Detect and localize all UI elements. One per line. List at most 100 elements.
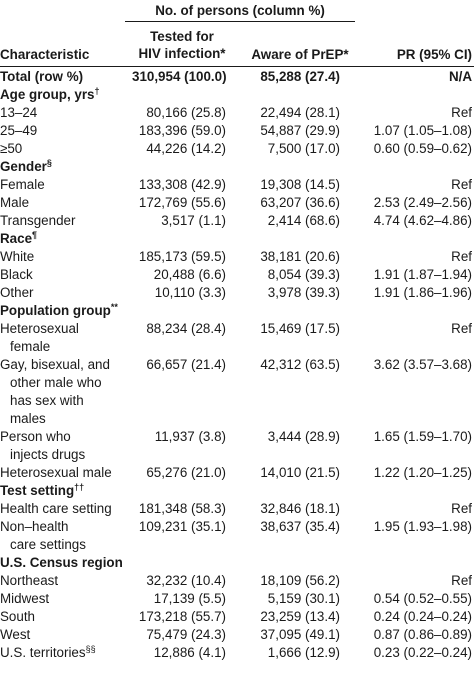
footnote-mark: ¶ (32, 230, 38, 240)
pr-value: Ref (451, 321, 472, 336)
section-heading-label: Age group, yrs† (0, 86, 100, 104)
tested-value: 20,488 (6.6) (153, 267, 226, 282)
tested-value: 32,232 (10.4) (146, 573, 226, 588)
pr-value: 4.74 (4.62–4.86) (373, 213, 472, 228)
section-heading-label: Population group** (0, 302, 118, 320)
table-row-label: Gay, bisexual, and other male who has sex … (0, 356, 110, 428)
total-row: Total (row %) 310,954 (100.0) 85,288 (27.4… (0, 68, 474, 86)
table-row-label-line: Heterosexual male (0, 465, 112, 480)
footnote-mark: † (94, 86, 100, 96)
pr-value: 0.54 (0.52–0.55) (373, 591, 472, 606)
table-row-label-line: Gay, bisexual, and (0, 357, 110, 372)
tested-value: 65,276 (21.0) (146, 465, 226, 480)
pr-value: N/A (448, 69, 472, 84)
table-row: Female 133,308 (42.9) 19,308 (14.5) Ref (0, 176, 474, 194)
tested-value: 173,218 (55.7) (138, 609, 226, 624)
group-header-rule (125, 21, 355, 22)
section-heading-label-line: Age group, yrs† (0, 86, 100, 103)
total-row-label-line: Total (row %) (0, 69, 84, 84)
table-row: Heterosexual female 88,234 (28.4) 15,469 (1… (0, 320, 474, 356)
table-row-label-line: Black (0, 267, 33, 282)
table-row-label-line: other male who (10, 375, 102, 390)
table-row: Northeast 32,232 (10.4) 18,109 (56.2) Ref (0, 572, 474, 590)
table-row: Non–health care settings 109,231 (35.1) 38,… (0, 518, 474, 554)
section-heading-label-line: Population group** (0, 302, 118, 319)
section-heading-label-line: Gender§ (0, 158, 52, 175)
pr-value: 0.24 (0.24–0.24) (373, 609, 472, 624)
tested-value: 11,937 (3.8) (154, 429, 226, 444)
table-row-label: 13–24 (0, 104, 37, 122)
pr-value: Ref (451, 177, 472, 192)
aware-value: 63,207 (36.6) (260, 195, 340, 210)
table-row-label: South (0, 608, 35, 626)
table-row-label: Non–health care settings (0, 518, 86, 554)
table-row-label: Other (0, 284, 34, 302)
table-row: Person who injects drugs 11,937 (3.8) 3,444… (0, 428, 474, 464)
tested-value: 310,954 (100.0) (132, 69, 227, 84)
table-row: West 75,479 (24.3) 37,095 (49.1) 0.87 (0.86… (0, 626, 474, 644)
section-heading-label: U.S. Census region (0, 554, 123, 572)
tested-value: 172,769 (55.6) (138, 195, 226, 210)
header-pr: PR (95% CI) (396, 47, 472, 62)
table-row: Gay, bisexual, and other male who has sex … (0, 356, 474, 428)
pr-value: 0.23 (0.22–0.24) (373, 645, 472, 660)
tested-value: 109,231 (35.1) (138, 519, 226, 534)
table-row-label: White (0, 248, 34, 266)
table-row-label-line: 13–24 (0, 105, 38, 120)
column-group-header: No. of persons (column %) (155, 3, 325, 18)
pr-value: Ref (451, 249, 472, 264)
footnote-mark: § (46, 158, 52, 168)
aware-value: 23,259 (13.4) (260, 609, 340, 624)
table-row-label: 25–49 (0, 122, 37, 140)
pr-value: 1.65 (1.59–1.70) (373, 429, 472, 444)
table-row-label: Transgender (0, 212, 75, 230)
table-row-label-line: ≥50 (0, 141, 23, 156)
aware-value: 2,414 (68.6) (267, 213, 340, 228)
header-tested-line2: HIV infection* (138, 46, 226, 61)
table-row-label: ≥50 (0, 140, 22, 158)
pr-value: 1.91 (1.87–1.94) (373, 267, 472, 282)
footnote-mark: ** (110, 302, 118, 312)
aware-value: 15,469 (17.5) (260, 321, 340, 336)
table-row: Midwest 17,139 (5.5) 5,159 (30.1) 0.54 (0.5… (0, 590, 474, 608)
section-heading: Population group** (0, 302, 474, 320)
pr-value: Ref (451, 573, 472, 588)
table-row-label-line: Health care setting (0, 501, 112, 516)
table-row: Male 172,769 (55.6) 63,207 (36.6) 2.53 (2.4… (0, 194, 474, 212)
aware-value: 37,095 (49.1) (260, 627, 340, 642)
table-row: 25–49 183,396 (59.0) 54,887 (29.9) 1.07 (1.… (0, 122, 474, 140)
pr-value: 1.07 (1.05–1.08) (373, 123, 472, 138)
table-row-label-line: Heterosexual (0, 321, 79, 336)
table-row: Heterosexual male 65,276 (21.0) 14,010 (21… (0, 464, 474, 482)
table-row-label-line: injects drugs (10, 447, 86, 462)
pr-value: 2.53 (2.49–2.56) (373, 195, 472, 210)
footnote-mark: †† (74, 482, 85, 492)
table-row: White 185,173 (59.5) 38,181 (20.6) Ref (0, 248, 474, 266)
aware-value: 3,444 (28.9) (267, 429, 340, 444)
section-heading: Age group, yrs† (0, 86, 474, 104)
tested-value: 80,166 (25.8) (146, 105, 226, 120)
pr-value: 1.91 (1.86–1.96) (373, 285, 472, 300)
pr-value: 1.95 (1.93–1.98) (373, 519, 472, 534)
table-row-label-line: Northeast (0, 573, 59, 588)
aware-value: 3,978 (39.3) (267, 285, 340, 300)
header-aware: Aware of PrEP* (251, 47, 349, 62)
tested-value: 181,348 (58.3) (138, 501, 226, 516)
tested-value: 44,226 (14.2) (146, 141, 226, 156)
header-tested-line1: Tested for (150, 29, 214, 44)
tested-value: 66,657 (21.4) (146, 357, 226, 372)
aware-value: 22,494 (28.1) (260, 105, 340, 120)
table-row: 13–24 80,166 (25.8) 22,494 (28.1) Ref (0, 104, 474, 122)
footnote-mark: §§ (85, 644, 96, 654)
aware-value: 42,312 (63.5) (260, 357, 340, 372)
table-row-label-line: Non–health (0, 519, 69, 534)
aware-value: 38,181 (20.6) (260, 249, 340, 264)
section-heading: U.S. Census region (0, 554, 474, 572)
table-row-label: Northeast (0, 572, 58, 590)
section-heading: Race¶ (0, 230, 474, 248)
section-heading-label: Test setting†† (0, 482, 84, 500)
tested-value: 133,308 (42.9) (138, 177, 226, 192)
table-row-label-line: Other (0, 285, 34, 300)
section-heading-label: Race¶ (0, 230, 37, 248)
